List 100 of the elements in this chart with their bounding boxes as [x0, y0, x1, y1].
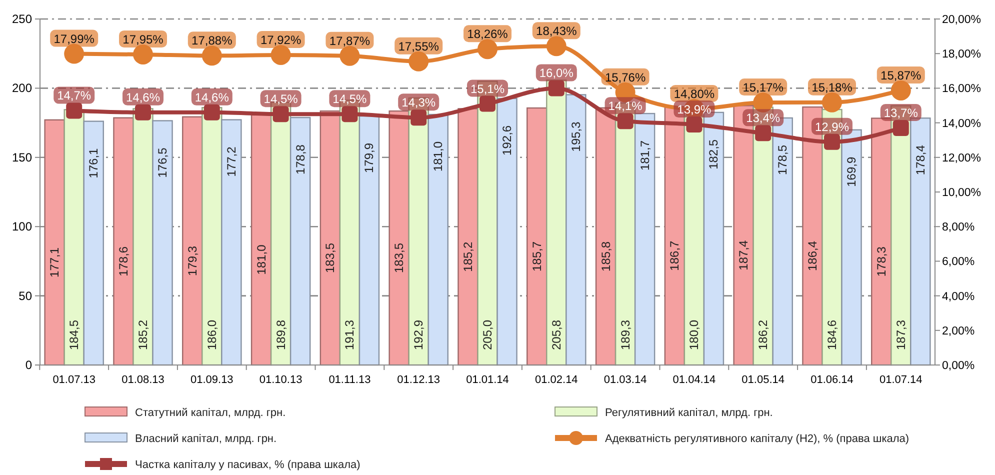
y-tick-label: 50 [18, 288, 32, 303]
x-tick-label: 01.07.13 [52, 374, 96, 386]
y-tick-label: 100 [12, 220, 32, 234]
data-label: 192,6 [500, 125, 514, 156]
data-label: 185,2 [136, 320, 150, 350]
x-tick-label: 01.03.14 [604, 374, 647, 386]
data-label: 189,3 [618, 320, 632, 350]
data-label: 185,8 [598, 241, 613, 272]
data-label: 178,3 [874, 246, 888, 277]
data-label: 181,0 [254, 244, 268, 275]
x-tick-label: 01.05.14 [742, 374, 785, 386]
point [686, 116, 702, 133]
y2-tick-label: 18,00% [942, 48, 982, 61]
legend-label: Власний капітал, млрд. грн. [135, 433, 277, 445]
y-tick-label: 200 [12, 81, 32, 96]
data-label: 178,8 [293, 144, 308, 175]
bar [566, 94, 586, 366]
y2-tick-label: 14,00% [942, 118, 982, 130]
bar [182, 116, 203, 366]
data-label: 184,5 [67, 320, 82, 350]
data-label: 191,3 [342, 320, 357, 350]
data-label: 16,0% [539, 66, 574, 80]
y2-tick-label: 8,00% [942, 222, 975, 234]
bar [44, 119, 65, 366]
data-label: 178,6 [116, 246, 130, 276]
data-label: 181,7 [638, 140, 652, 171]
data-label: 178,4 [913, 144, 928, 176]
data-label: 205,8 [549, 320, 564, 350]
point [892, 120, 909, 136]
data-label: 12,9% [814, 120, 850, 134]
bar [290, 116, 311, 366]
bar [320, 110, 341, 366]
y2-tick-label: 0,00% [942, 360, 975, 372]
bar [526, 107, 548, 366]
y2-tick-label: 10,00% [942, 187, 982, 199]
data-label: 183,5 [392, 242, 406, 274]
data-label: 17,95% [122, 32, 164, 46]
point [548, 80, 564, 96]
data-label: 179,9 [362, 142, 376, 174]
data-label: 189,8 [274, 320, 288, 350]
y-tick-label: 250 [12, 12, 32, 26]
data-label: 14,6% [194, 90, 230, 104]
legend-label: Адекватність регулятивного капіталу (Н2), % (права шкала) [605, 433, 910, 445]
data-label: 183,5 [323, 242, 338, 274]
x-tick-label: 01.04.14 [672, 374, 716, 386]
data-label: 14,1% [608, 99, 643, 114]
x-tick-label: 01.09.13 [190, 374, 234, 386]
data-label: 185,7 [530, 241, 544, 272]
point [824, 134, 840, 150]
legend-label: Регулятивний капітал, млрд. грн. [605, 407, 773, 419]
data-label: 180,0 [687, 320, 702, 350]
data-label: 14,5% [264, 92, 298, 106]
data-label: 17,55% [398, 39, 440, 54]
point [755, 125, 772, 142]
bar [221, 119, 242, 366]
data-label: 186,4 [805, 240, 820, 272]
x-tick-label: 01.12.13 [397, 374, 440, 386]
x-tick-label: 01.07.14 [879, 374, 922, 386]
point [478, 39, 498, 60]
y2-tick-label: 16,00% [942, 83, 982, 96]
data-label: 176,1 [86, 148, 101, 178]
data-label: 17,88% [192, 34, 233, 48]
data-label: 184,6 [824, 320, 839, 350]
x-tick-label: 01.01.14 [466, 374, 509, 386]
data-label: 178,5 [776, 144, 790, 175]
data-label: 182,5 [706, 139, 721, 170]
data-label: 14,7% [57, 88, 92, 103]
bar [113, 117, 134, 366]
bar [83, 120, 104, 366]
point [342, 106, 358, 122]
data-label: 179,3 [185, 246, 200, 276]
data-label: 177,1 [48, 247, 62, 278]
y-tick-label: 0 [25, 358, 32, 372]
data-label: 195,3 [568, 121, 583, 152]
data-label: 15,17% [742, 80, 784, 95]
data-label: 177,2 [224, 146, 238, 177]
point [272, 106, 289, 122]
data-label: 15,76% [604, 70, 646, 84]
y2-tick-label: 20,00% [942, 14, 982, 26]
point [66, 102, 82, 119]
legend-label: Статутний капітал, млрд. грн. [135, 407, 286, 419]
data-label: 185,2 [460, 242, 475, 272]
bar [458, 108, 478, 366]
point [410, 110, 427, 126]
data-label: 15,1% [470, 82, 505, 96]
x-tick-label: 01.02.14 [534, 374, 578, 386]
x-tick-label: 01.08.13 [122, 374, 164, 386]
data-label: 192,9 [412, 320, 426, 350]
y2-tick-label: 12,00% [942, 152, 982, 164]
point [617, 113, 634, 130]
y-tick-label: 150 [12, 150, 32, 164]
data-label: 186,0 [204, 320, 219, 350]
bar [684, 115, 705, 366]
y2-tick-label: 6,00% [942, 256, 975, 268]
bar [428, 114, 448, 366]
data-label: 14,80% [674, 86, 715, 101]
y2-tick-label: 4,00% [942, 290, 975, 303]
data-label: 17,87% [329, 34, 370, 48]
data-label: 14,5% [332, 92, 368, 106]
x-tick-label: 01.06.14 [810, 374, 854, 386]
